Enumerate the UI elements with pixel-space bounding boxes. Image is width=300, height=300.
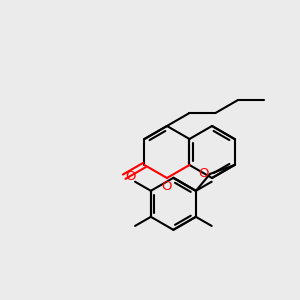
Text: O: O xyxy=(125,170,136,183)
Text: O: O xyxy=(199,167,209,180)
Text: O: O xyxy=(162,180,172,193)
